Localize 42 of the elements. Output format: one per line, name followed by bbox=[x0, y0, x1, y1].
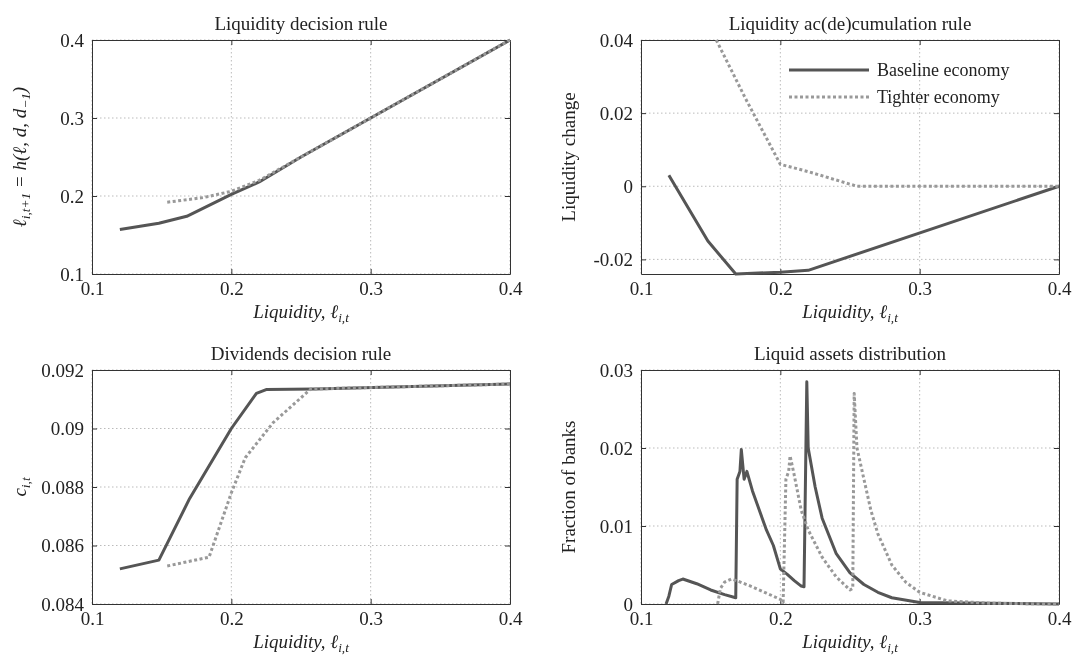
chart-title: Liquidity ac(de)cumulation rule bbox=[728, 13, 972, 35]
x-tick-label: 0.3 bbox=[908, 278, 933, 300]
chart-title: Liquidity decision rule bbox=[214, 13, 388, 34]
x-tick-label: 0.2 bbox=[219, 608, 244, 630]
y-tick-label: 0.3 bbox=[60, 107, 84, 129]
y-tick-label: 0.01 bbox=[599, 515, 633, 537]
x-tick-label: 0.3 bbox=[359, 278, 384, 300]
y-axis-title: Liquidity change bbox=[558, 92, 579, 222]
y-tick-label: 0.03 bbox=[599, 359, 633, 381]
x-axis-title: Liquidity, ℓ$_{i,t}$ bbox=[252, 301, 350, 325]
x-tick-label: 0.2 bbox=[219, 278, 244, 300]
x-tick-label: 0.4 bbox=[498, 278, 523, 300]
y-tick-label: 0.2 bbox=[60, 185, 84, 207]
y-axis-title: Fraction of banks bbox=[558, 420, 579, 554]
legend-label: Tighter economy bbox=[877, 87, 1000, 107]
y-tick-label: 0.4 bbox=[60, 29, 85, 51]
y-tick-label: 0.09 bbox=[50, 418, 84, 440]
y-tick-label: 0.02 bbox=[599, 437, 633, 459]
legend-label: Baseline economy bbox=[877, 60, 1010, 80]
y-tick-label: 0.02 bbox=[599, 102, 633, 124]
x-axis-title: Liquidity, ℓ$_{i,t}$ bbox=[252, 631, 350, 655]
y-tick-label: 0.086 bbox=[41, 535, 84, 557]
y-tick-label: 0.092 bbox=[41, 359, 84, 381]
y-tick-label: 0.04 bbox=[599, 29, 634, 51]
line-series bbox=[664, 380, 1061, 606]
y-tick-label: 0.088 bbox=[41, 476, 84, 498]
x-axis-title: Liquidity, ℓ$_{i,t}$ bbox=[801, 301, 899, 325]
x-axis-title: Liquidity, ℓ$_{i,t}$ bbox=[801, 631, 899, 655]
line-series bbox=[714, 38, 1061, 188]
x-tick-label: 0.4 bbox=[1047, 278, 1072, 300]
x-tick-label: 0.3 bbox=[908, 608, 933, 630]
line-series bbox=[165, 38, 512, 204]
chart-title: Dividends decision rule bbox=[210, 343, 392, 364]
y-tick-label: 0 bbox=[623, 175, 633, 197]
x-tick-label: 0.2 bbox=[768, 608, 793, 630]
x-tick-label: 0.2 bbox=[768, 278, 793, 300]
x-tick-label: 0.4 bbox=[1047, 608, 1072, 630]
x-tick-label: 0.3 bbox=[359, 608, 384, 630]
x-tick-label: 0.4 bbox=[498, 608, 523, 630]
line-series bbox=[667, 173, 1061, 276]
y-tick-label: -0.02 bbox=[593, 248, 633, 270]
chart-title: Liquid assets distribution bbox=[753, 343, 947, 364]
